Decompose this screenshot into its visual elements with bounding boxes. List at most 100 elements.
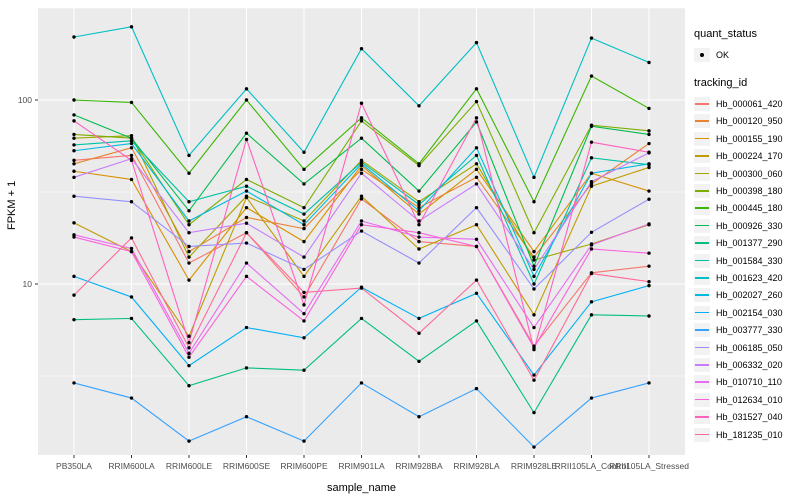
legend-key-box — [694, 253, 710, 268]
data-point — [589, 74, 594, 78]
data-point — [532, 282, 536, 286]
data-point — [532, 249, 536, 254]
data-point — [359, 194, 364, 198]
data-point — [244, 131, 249, 135]
legend-label: Hb_000155_190 — [716, 133, 783, 144]
data-point — [129, 153, 134, 158]
data-point — [359, 381, 364, 385]
data-point — [474, 386, 479, 391]
data-point — [244, 231, 249, 235]
data-point — [244, 177, 249, 182]
data-point — [359, 101, 364, 105]
data-point — [474, 182, 479, 186]
data-point — [302, 255, 306, 259]
data-point — [474, 205, 479, 210]
legend-item-Hb_181235_010: Hb_181235_010 — [694, 426, 800, 443]
data-point — [244, 98, 249, 102]
data-point — [244, 87, 249, 91]
data-point — [359, 167, 364, 172]
legend: quant_status OK tracking_id Hb_000061_42… — [694, 28, 800, 443]
data-point — [187, 153, 191, 158]
x-tick-label: RRIM600LE — [165, 461, 213, 471]
data-point — [359, 197, 364, 201]
x-tick-label: RRIM600PE — [280, 461, 328, 471]
data-point — [589, 179, 594, 184]
data-point — [417, 239, 421, 244]
legend-line-swatch — [695, 381, 709, 383]
legend-item-Hb_000155_190: Hb_000155_190 — [694, 130, 800, 147]
data-point — [129, 249, 134, 254]
legend-line-swatch — [695, 294, 709, 296]
legend-line-swatch — [695, 155, 709, 157]
legend-item-Hb_000926_330: Hb_000926_330 — [694, 217, 800, 234]
data-point — [187, 334, 191, 338]
legend-item-Hb_002027_260: Hb_002027_260 — [694, 287, 800, 304]
data-point — [244, 415, 249, 419]
legend-label: Hb_003777_330 — [716, 325, 783, 336]
data-point — [302, 274, 306, 279]
data-point — [359, 316, 364, 321]
legend-item-Hb_000300_060: Hb_000300_060 — [694, 165, 800, 182]
legend-label: Hb_000926_330 — [716, 220, 783, 231]
legend-key-box — [694, 340, 710, 355]
data-point — [72, 158, 76, 163]
data-point — [589, 36, 594, 40]
data-point — [187, 363, 191, 368]
legend-item-Hb_001584_330: Hb_001584_330 — [694, 252, 800, 269]
legend-line-swatch — [695, 137, 709, 140]
data-point — [187, 223, 191, 227]
data-point — [129, 396, 134, 400]
legend-key-box — [694, 184, 710, 199]
legend-item-Hb_000061_420: Hb_000061_420 — [694, 95, 800, 112]
data-point — [474, 99, 479, 104]
legend-key-box — [694, 305, 710, 320]
data-point — [187, 209, 191, 213]
data-point — [187, 346, 191, 350]
data-point — [244, 184, 249, 188]
data-point — [72, 293, 76, 297]
data-point — [72, 169, 76, 173]
x-tick-label: RRIM600LA — [108, 461, 155, 471]
data-point — [474, 278, 479, 282]
data-point — [647, 251, 651, 255]
data-point — [532, 325, 536, 330]
data-point — [647, 129, 651, 133]
legend-item-Hb_003777_330: Hb_003777_330 — [694, 321, 800, 338]
data-point — [187, 439, 191, 443]
legend-item-Hb_000120_950: Hb_000120_950 — [694, 113, 800, 130]
x-tick-label: RRIM901LA — [338, 461, 385, 471]
data-point — [589, 271, 594, 276]
data-point — [72, 194, 76, 198]
legend-line-swatch — [695, 346, 709, 349]
data-point — [302, 167, 306, 172]
legend-key-box — [694, 392, 710, 407]
data-point — [302, 226, 306, 231]
data-point — [187, 231, 191, 235]
data-point — [647, 222, 651, 226]
data-point — [302, 319, 306, 323]
data-point — [417, 247, 421, 251]
legend-item-Hb_010710_110: Hb_010710_110 — [694, 374, 800, 391]
legend-label: Hb_006185_050 — [716, 342, 783, 353]
data-point — [474, 237, 479, 241]
legend-item-Hb_000224_170: Hb_000224_170 — [694, 148, 800, 165]
data-point — [129, 295, 134, 299]
ok-point-icon — [700, 52, 704, 57]
legend-label: Hb_000224_170 — [716, 151, 783, 162]
data-point — [187, 384, 191, 388]
legend-label: Hb_000398_180 — [716, 186, 783, 197]
data-point — [417, 219, 421, 223]
data-point — [302, 295, 306, 299]
legend-key-box — [694, 218, 710, 233]
legend-key-box — [694, 323, 710, 338]
legend-item-Hb_001377_290: Hb_001377_290 — [694, 235, 800, 252]
data-point — [589, 140, 594, 144]
legend-label: Hb_001584_330 — [716, 255, 783, 266]
x-tick-label: RRIM928LE — [510, 461, 558, 471]
data-point — [187, 255, 191, 259]
data-point — [244, 366, 249, 370]
data-point — [474, 153, 479, 158]
data-point — [187, 261, 191, 265]
data-point — [474, 120, 479, 124]
legend-label: Hb_031527_040 — [716, 412, 783, 423]
